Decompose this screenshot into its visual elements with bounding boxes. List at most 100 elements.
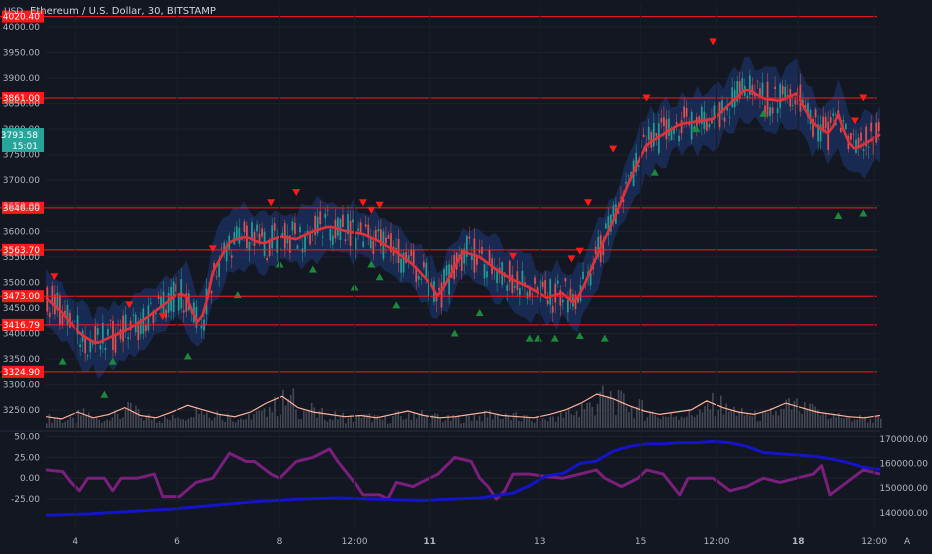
volume-bar <box>463 422 465 428</box>
price-level-label: 3861.00 <box>3 94 40 104</box>
indicator-pane[interactable]: 50.00 25.00 0.00 -25.00 170000.00 160000.00 15… <box>11 433 928 519</box>
candle-body <box>86 355 89 357</box>
volume-bar <box>712 392 714 428</box>
auto-scale-button[interactable]: A <box>904 537 911 547</box>
volume-bar <box>282 389 284 428</box>
volume-bar <box>455 416 457 428</box>
buy-signal-marker <box>308 265 317 273</box>
candle-body <box>713 105 716 119</box>
volume-bar <box>321 407 323 428</box>
candle-body <box>104 347 107 351</box>
volume-bar <box>410 420 413 428</box>
candle-body <box>91 343 94 345</box>
candle-body <box>668 118 670 136</box>
buy-signal-marker <box>183 352 192 360</box>
volume-bar <box>316 417 318 428</box>
time-tick-label: 12:00 <box>704 537 730 547</box>
volume-bar <box>421 410 423 428</box>
volume-bar <box>46 423 48 428</box>
time-tick-label: 12:00 <box>861 537 887 547</box>
price-tick-label: 3700.00 <box>3 176 40 186</box>
candle-body <box>243 221 246 233</box>
volume-bar <box>738 411 740 428</box>
volume-bar <box>101 422 103 428</box>
candle-body <box>296 245 299 249</box>
volume-bar <box>838 412 840 428</box>
volume-bar <box>809 403 811 428</box>
candle-body <box>326 209 329 211</box>
candle-body <box>390 233 392 253</box>
volume-bar <box>308 411 310 428</box>
time-tick-label: 13 <box>534 537 545 547</box>
candle-body <box>531 293 534 295</box>
candle-body <box>314 215 317 236</box>
candle-body <box>372 240 375 254</box>
volume-bar <box>164 416 166 428</box>
volume-bar <box>796 398 798 428</box>
candle-body <box>258 233 261 244</box>
candle-body <box>149 302 152 304</box>
candle-body <box>84 337 87 354</box>
candle-body <box>294 222 296 235</box>
candle-body <box>604 223 607 229</box>
candle-body <box>814 109 817 118</box>
volume-bar <box>622 393 625 428</box>
volume-bar <box>680 416 683 428</box>
volume-bar <box>279 414 282 428</box>
candle-body <box>524 282 526 285</box>
volume-bar <box>664 416 667 428</box>
candle-body <box>288 235 291 253</box>
candle-body <box>167 292 170 313</box>
candle-body <box>496 270 499 284</box>
candle-body <box>347 214 349 234</box>
price-level-label: 3563.70 <box>3 246 40 256</box>
volume-bar <box>284 405 287 428</box>
volume-bar <box>588 402 591 428</box>
candle-body <box>794 99 797 105</box>
candle-body <box>162 291 165 315</box>
time-axis[interactable]: 4 6 8 12:00 11 13 15 12:00 18 12:00 <box>72 4 887 547</box>
candle-body <box>215 276 218 278</box>
candle-body <box>144 325 147 332</box>
cumulative-volume-line <box>45 439 881 517</box>
volume-bar <box>360 418 363 428</box>
candle-body <box>291 221 294 231</box>
volume-bar <box>232 421 234 428</box>
candle-body <box>877 122 880 132</box>
candle-body <box>79 344 82 347</box>
volume-bar <box>116 413 119 428</box>
volume-bar <box>295 409 297 428</box>
candle-body <box>556 280 559 284</box>
candle-body <box>369 237 372 249</box>
level-layer[interactable]: 4020.40 3861.00 3646.00 3563.70 3473.00 3416.… <box>0 10 877 378</box>
candle-body <box>508 260 511 283</box>
volume-bar <box>761 411 764 428</box>
candle-body <box>764 105 766 116</box>
candle-body <box>476 257 478 265</box>
candle-body <box>655 133 658 137</box>
candle-body <box>708 123 711 128</box>
volume-bar <box>334 411 337 428</box>
volume-bar <box>198 414 200 428</box>
candle-body <box>344 239 347 241</box>
sell-signal-marker <box>509 252 518 260</box>
price-axis[interactable]: 3250.00 3300.00 3350.00 3400.00 3450.00 3500.… <box>3 23 40 416</box>
volume-bar <box>594 415 596 428</box>
volume-bar <box>297 418 300 428</box>
volume-bar <box>394 411 397 428</box>
volume-bar <box>137 408 140 428</box>
volume-bar <box>573 415 575 428</box>
buy-signal-marker <box>367 260 376 268</box>
volume-bar <box>525 415 528 428</box>
volume-bar <box>95 417 98 428</box>
volume-bar <box>266 416 268 428</box>
volume-bar <box>625 406 628 428</box>
candle-body <box>791 104 794 106</box>
candle-body <box>736 81 739 102</box>
volume-bar <box>853 419 856 428</box>
volume-bar <box>87 412 90 428</box>
volume-bar <box>788 398 790 428</box>
volume-bar <box>599 391 601 428</box>
candle-body <box>546 300 549 305</box>
